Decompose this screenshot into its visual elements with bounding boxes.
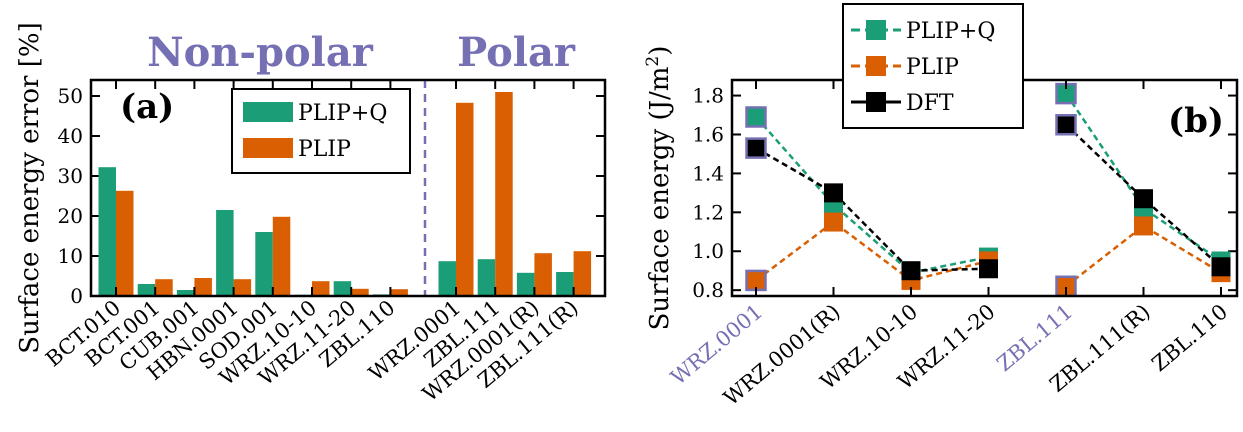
group-heading-polar: Polar	[457, 29, 576, 76]
legend-label-b-dft: DFT	[906, 91, 954, 116]
bar-plip-q-zbl-111-r	[556, 272, 574, 296]
panel-a-y-tick-label: 30	[58, 164, 83, 188]
marker-plip-q-wrz-0001	[745, 106, 767, 128]
bar-plip-zbl-110	[390, 289, 408, 296]
legend-swatch-plip	[243, 138, 293, 158]
legend-marker-plip-q	[866, 20, 886, 40]
bar-plip-q-bct-010	[98, 167, 116, 296]
bar-plip-wrz-0001-r	[534, 253, 552, 296]
bar-plip-zbl-111	[495, 92, 513, 296]
panel-a-bars	[98, 92, 592, 296]
panel-a-y-tick-label: 40	[58, 124, 83, 148]
bar-plip-q-zbl-111	[477, 259, 496, 296]
series-line-plip-segment-2	[1065, 224, 1222, 288]
panel-a-y-axis-label: Surface energy error [%]	[15, 22, 45, 353]
bar-plip-hbn-0001	[233, 279, 252, 296]
series-line-dft-segment-2	[1065, 123, 1222, 268]
marker-dft-zbl-111	[1055, 114, 1077, 136]
panel-b-y-tick-label: 0.8	[692, 278, 724, 302]
panel-b-y-tick-label: 1.6	[692, 122, 724, 146]
bar-plip-q-cub-001	[176, 290, 195, 296]
panel-a-label: (a)	[120, 87, 174, 127]
panel-b-line-chart: Surface energy (J/m2) 0.8 1.0 1.2 1.4 1.6 1.8…	[643, 3, 1239, 410]
legend-marker-dft	[866, 92, 886, 112]
marker-plip-wrz-0001-r	[824, 212, 843, 232]
panel-b-x-ticks: WRZ.0001WRZ.0001(R)WRZ.10-10WRZ.11-20ZBL…	[666, 80, 1232, 410]
panel-a-y-tick-label: 20	[58, 204, 83, 228]
marker-dft-wrz-11-20	[979, 259, 998, 279]
bar-plip-wrz-10-10	[312, 281, 330, 296]
panel-b-y-tick-label: 1.4	[692, 161, 724, 185]
panel-b-legend: PLIP+Q PLIP DFT	[842, 3, 1024, 129]
legend-label-plip: PLIP	[298, 137, 351, 162]
bar-plip-q-bct-001	[137, 284, 156, 296]
marker-dft-wrz-0001	[745, 137, 767, 159]
bar-plip-q-sod-001	[255, 232, 273, 296]
legend-label-b-plip-q: PLIP+Q	[906, 19, 995, 44]
bar-plip-q-wrz-11-20	[333, 281, 352, 296]
legend-swatch-plip-q	[243, 102, 293, 122]
bar-plip-zbl-111-r	[573, 251, 592, 296]
panel-b-y-tick-label: 1.2	[692, 200, 724, 224]
bar-plip-q-wrz-0001-r	[516, 272, 535, 296]
marker-dft-wrz-0001-r	[824, 183, 843, 203]
marker-dft-zbl-111-r	[1134, 189, 1153, 209]
legend-marker-plip	[866, 56, 886, 76]
panel-a-y-ticks: 0 10 20 30 40 50	[58, 84, 605, 308]
panel-a-y-tick-label: 10	[58, 244, 83, 268]
bar-plip-wrz-11-20	[351, 288, 369, 296]
panel-b-y-tick-label: 1.8	[692, 84, 724, 108]
bar-plip-cub-001	[194, 278, 212, 296]
marker-plip-zbl-111-r	[1134, 216, 1153, 236]
bar-plip-bct-001	[155, 279, 173, 296]
legend-label-plip-q: PLIP+Q	[298, 101, 387, 126]
series-line-plip-segment-1	[755, 220, 989, 282]
legend-label-b-plip: PLIP	[906, 55, 959, 80]
panel-a-y-tick-label: 0	[70, 284, 83, 308]
marker-dft-wrz-10-10	[901, 261, 921, 281]
panel-a-y-tick-label: 50	[58, 84, 83, 108]
panel-b-series-lines	[755, 92, 1222, 288]
panel-b-y-tick-label: 1.0	[692, 239, 724, 263]
series-line-plip-q-segment-1	[755, 116, 989, 274]
bar-plip-bct-010	[116, 190, 134, 296]
bar-plip-wrz-0001	[456, 102, 474, 296]
panel-a-bar-chart: Non-polar Polar Surface energy error [%]…	[15, 22, 607, 406]
series-line-dft-segment-1	[755, 147, 989, 272]
bar-plip-q-wrz-0001	[438, 261, 456, 296]
group-heading-nonpolar: Non-polar	[147, 29, 374, 76]
marker-dft-zbl-110	[1211, 257, 1231, 277]
bar-plip-q-hbn-0001	[216, 210, 234, 296]
bar-plip-sod-001	[272, 216, 291, 296]
panel-b-x-tick-label: ZBL.110	[1147, 299, 1232, 376]
panel-a-legend: PLIP+Q PLIP	[231, 88, 411, 174]
panel-b-label: (b)	[1168, 101, 1224, 141]
panel-b-y-ticks: 0.8 1.0 1.2 1.4 1.6 1.8	[692, 84, 1237, 302]
panel-b-y-axis-label: Surface energy (J/m2)	[643, 46, 675, 331]
panel-a-frame	[89, 78, 607, 298]
